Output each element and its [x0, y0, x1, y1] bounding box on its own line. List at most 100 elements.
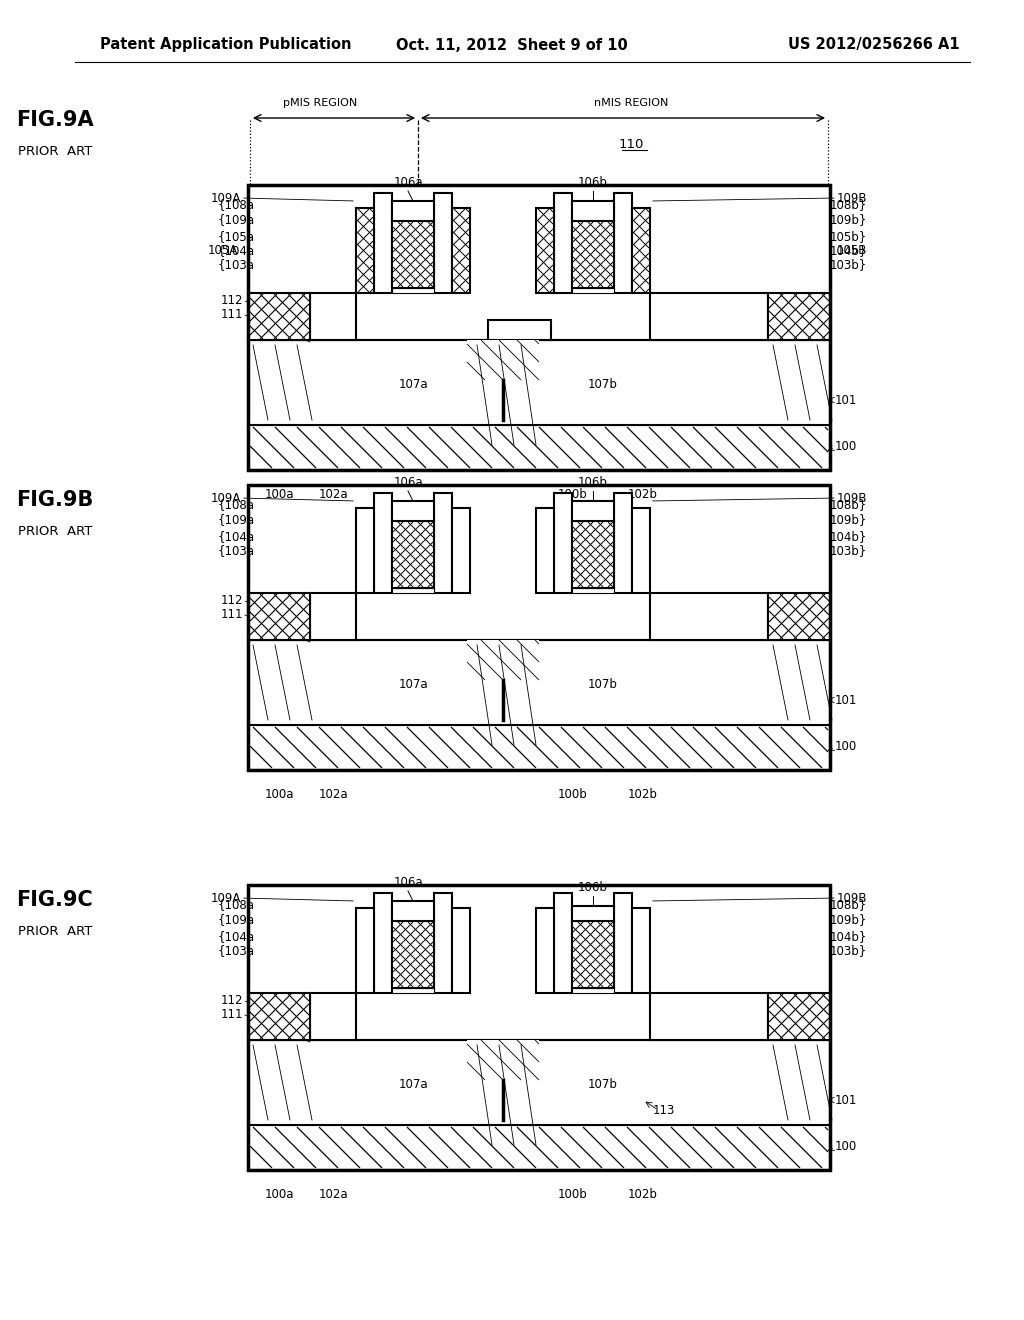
- Bar: [572, 288, 614, 293]
- Text: Oct. 11, 2012  Sheet 9 of 10: Oct. 11, 2012 Sheet 9 of 10: [396, 37, 628, 53]
- Bar: [467, 640, 539, 680]
- Bar: [650, 593, 768, 640]
- Text: 104b}: 104b}: [830, 531, 867, 544]
- Bar: [434, 492, 452, 593]
- Text: {104a: {104a: [218, 244, 255, 257]
- Text: {108a: {108a: [218, 899, 255, 912]
- Bar: [650, 993, 768, 1040]
- Text: 107b: 107b: [588, 1078, 617, 1092]
- Bar: [248, 993, 310, 1040]
- Text: {108a: {108a: [218, 499, 255, 511]
- Bar: [572, 987, 614, 993]
- Text: {105a: {105a: [218, 231, 255, 243]
- Bar: [572, 201, 614, 220]
- Bar: [374, 492, 392, 593]
- Text: 109b}: 109b}: [830, 214, 867, 227]
- Text: 107b: 107b: [588, 379, 617, 392]
- Bar: [452, 209, 470, 293]
- Text: 109A: 109A: [211, 491, 241, 504]
- Bar: [554, 193, 572, 293]
- Text: {104a: {104a: [218, 531, 255, 544]
- Text: 103b}: 103b}: [830, 544, 867, 557]
- Text: 103b}: 103b}: [830, 945, 867, 957]
- Bar: [392, 987, 434, 993]
- Bar: [632, 908, 650, 993]
- Bar: [248, 341, 830, 425]
- Bar: [248, 425, 830, 470]
- Text: FIG.9A: FIG.9A: [16, 110, 94, 129]
- Text: nMIS REGION: nMIS REGION: [594, 98, 669, 108]
- Text: PRIOR  ART: PRIOR ART: [17, 145, 92, 158]
- Text: 102b: 102b: [628, 488, 658, 502]
- Bar: [392, 921, 434, 987]
- Bar: [572, 521, 614, 587]
- Bar: [572, 587, 614, 593]
- Text: 105A: 105A: [208, 244, 238, 257]
- Text: 101: 101: [835, 1093, 857, 1106]
- Text: 102a: 102a: [318, 788, 348, 801]
- Bar: [248, 1040, 830, 1125]
- Bar: [374, 193, 392, 293]
- Text: PRIOR  ART: PRIOR ART: [17, 525, 92, 539]
- Text: 102a: 102a: [318, 488, 348, 502]
- Bar: [632, 508, 650, 593]
- Text: 105B: 105B: [837, 244, 867, 257]
- Text: 100a: 100a: [264, 1188, 294, 1201]
- Text: 108b}: 108b}: [830, 899, 867, 912]
- Bar: [536, 209, 554, 293]
- Bar: [572, 921, 614, 987]
- Text: 106a: 106a: [393, 176, 423, 189]
- Bar: [632, 209, 650, 293]
- Text: 102b: 102b: [628, 1188, 658, 1201]
- Text: 109B: 109B: [837, 491, 867, 504]
- Bar: [572, 220, 614, 288]
- Bar: [614, 492, 632, 593]
- Text: 100: 100: [835, 1140, 857, 1154]
- Text: 108b}: 108b}: [830, 499, 867, 511]
- Text: 112: 112: [220, 594, 243, 607]
- Bar: [248, 484, 830, 770]
- Text: 105b}: 105b}: [830, 231, 867, 243]
- Bar: [488, 319, 551, 341]
- Text: US 2012/0256266 A1: US 2012/0256266 A1: [788, 37, 961, 53]
- Text: {103a: {103a: [218, 544, 255, 557]
- Bar: [356, 209, 374, 293]
- Text: 109A: 109A: [211, 891, 241, 904]
- Text: 100b: 100b: [558, 788, 588, 801]
- Text: {109a: {109a: [218, 913, 255, 927]
- Text: 101: 101: [835, 393, 857, 407]
- Bar: [572, 502, 614, 521]
- Text: {109a: {109a: [218, 214, 255, 227]
- Text: 108b}: 108b}: [830, 198, 867, 211]
- Text: {103a: {103a: [218, 945, 255, 957]
- Text: 109B: 109B: [837, 191, 867, 205]
- Bar: [392, 288, 434, 293]
- Bar: [467, 341, 539, 380]
- Bar: [248, 884, 830, 1170]
- Bar: [434, 894, 452, 993]
- Text: 109b}: 109b}: [830, 913, 867, 927]
- Bar: [392, 587, 434, 593]
- Text: {108a: {108a: [218, 198, 255, 211]
- Bar: [310, 593, 356, 640]
- Bar: [434, 193, 452, 293]
- Text: 100a: 100a: [264, 788, 294, 801]
- Bar: [614, 193, 632, 293]
- Bar: [356, 508, 374, 593]
- Bar: [310, 293, 356, 341]
- Text: 111: 111: [220, 609, 243, 622]
- Bar: [392, 201, 434, 220]
- Bar: [452, 908, 470, 993]
- Text: 106a: 106a: [393, 477, 423, 488]
- Text: 100: 100: [835, 741, 857, 754]
- Bar: [572, 906, 614, 921]
- Text: FIG.9B: FIG.9B: [16, 490, 93, 510]
- Text: 106b: 106b: [579, 176, 608, 189]
- Text: 104b}: 104b}: [830, 931, 867, 944]
- Text: 100b: 100b: [558, 1188, 588, 1201]
- Text: 107b: 107b: [588, 678, 617, 692]
- Text: 112: 112: [220, 994, 243, 1007]
- Bar: [554, 894, 572, 993]
- Text: PRIOR  ART: PRIOR ART: [17, 925, 92, 939]
- Text: {109a: {109a: [218, 513, 255, 527]
